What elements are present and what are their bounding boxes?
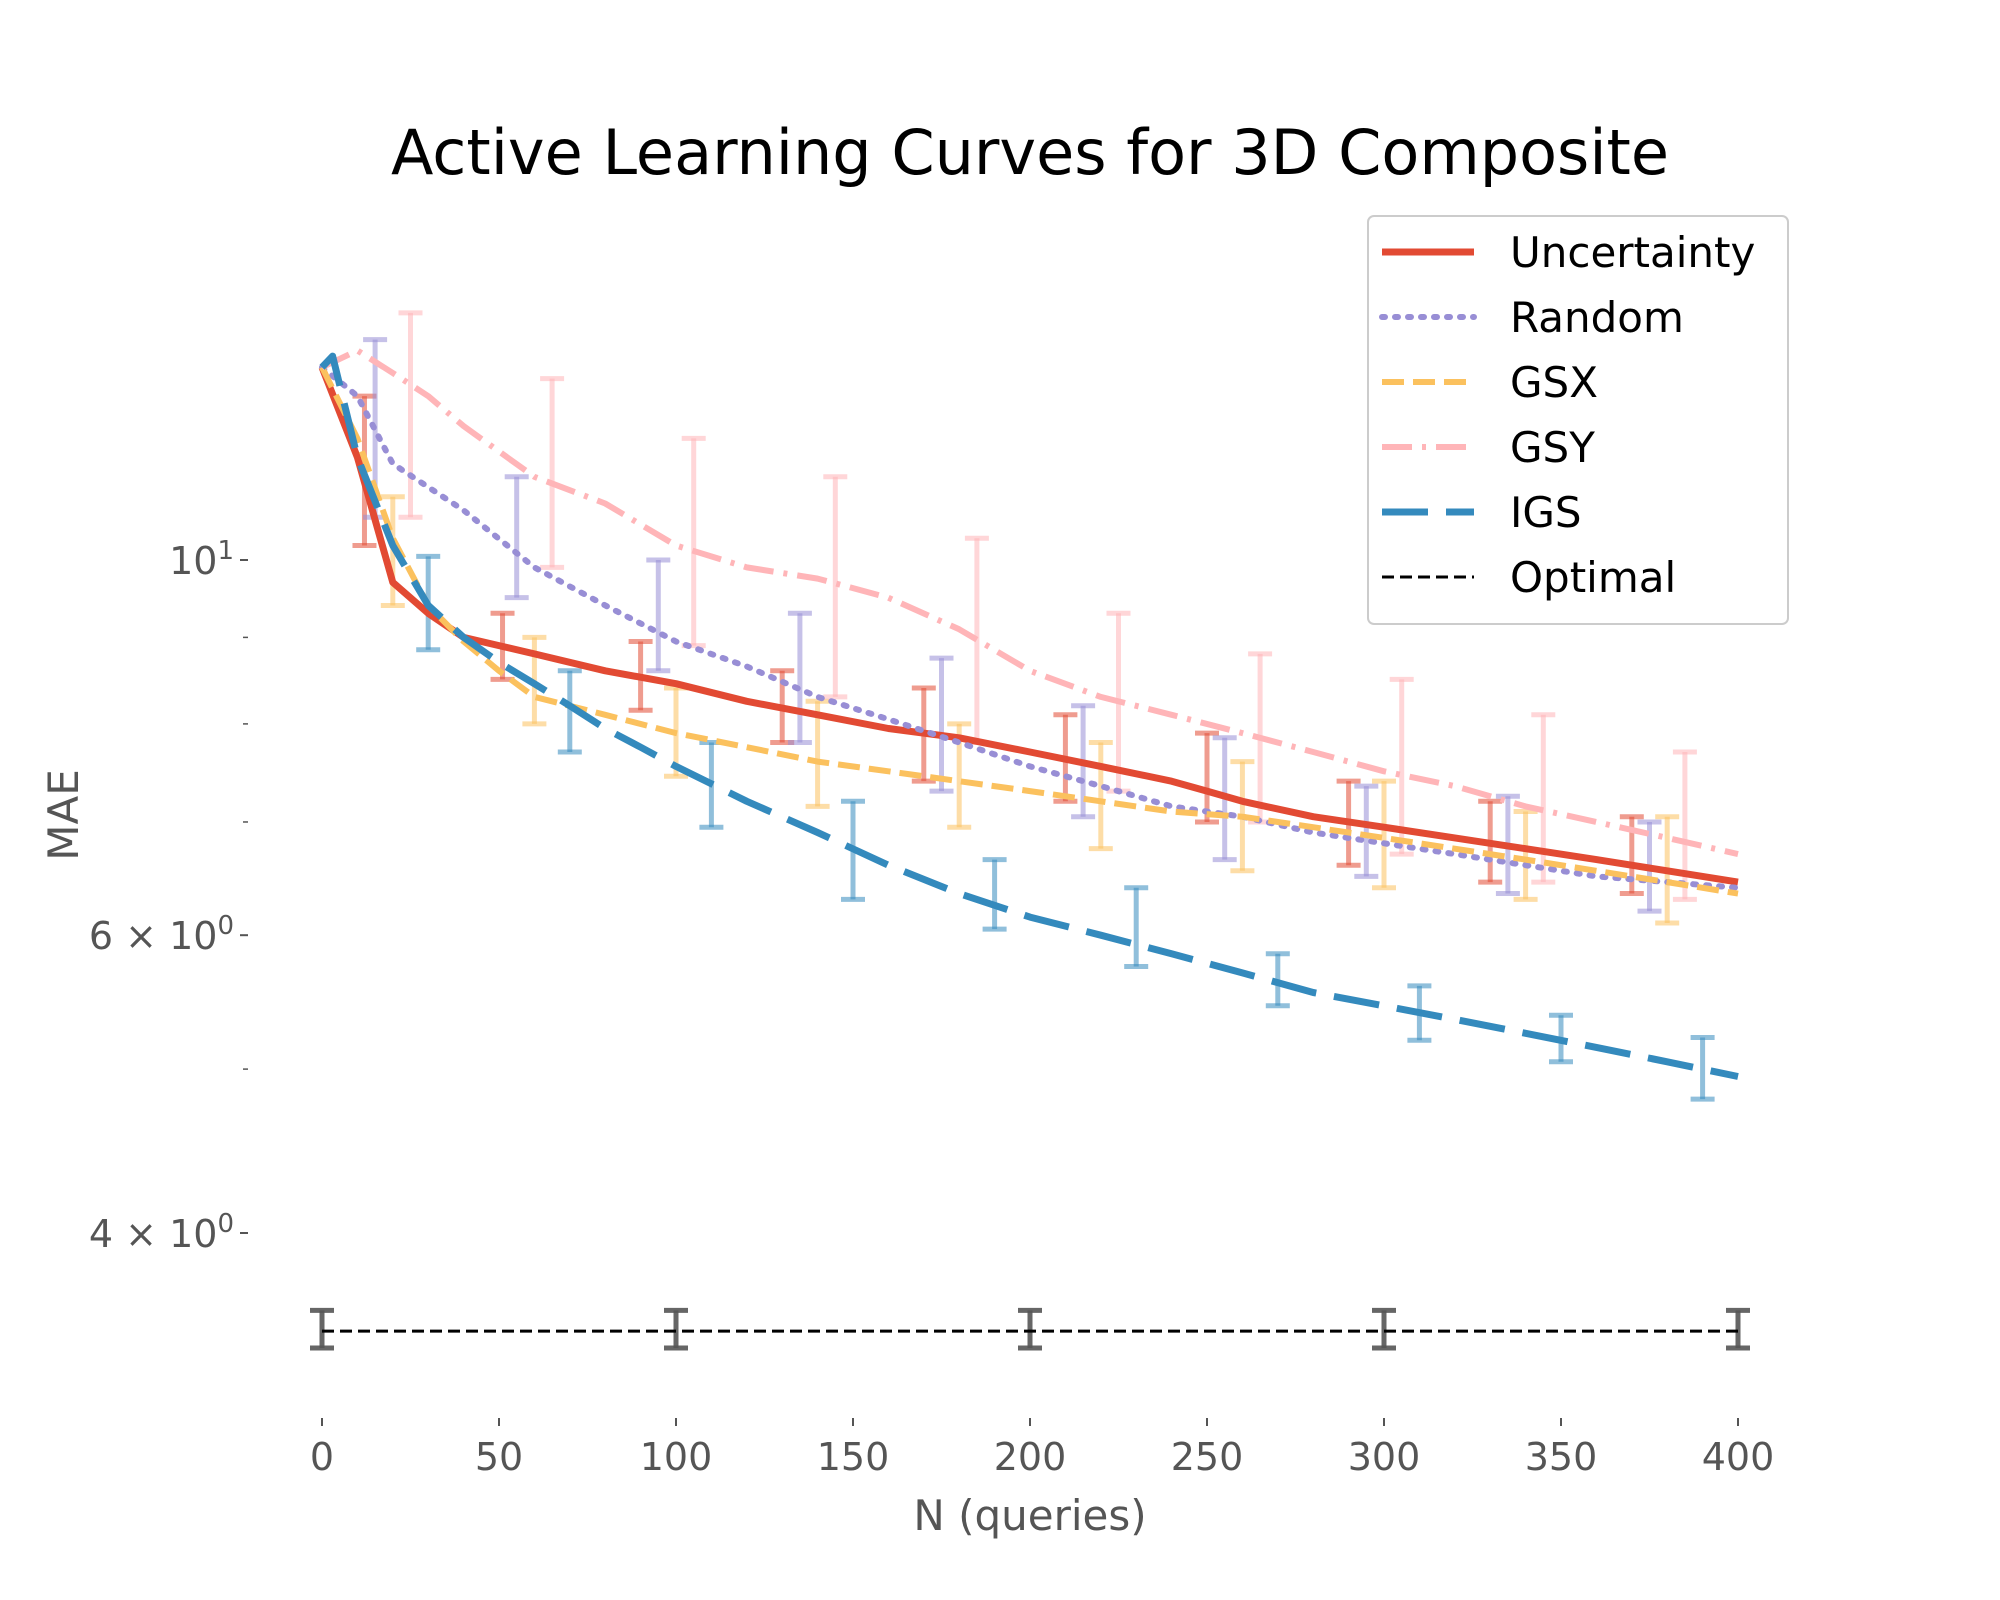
errorbar bbox=[1531, 712, 1556, 885]
legend-label-gsy: GSY bbox=[1510, 423, 1595, 472]
x-tick-label: 150 bbox=[817, 1435, 890, 1479]
errorbar bbox=[1690, 1034, 1715, 1102]
errorbar bbox=[1018, 1307, 1042, 1351]
y-tick-label: 4 × 100 bbox=[89, 1209, 234, 1256]
errorbar bbox=[1354, 783, 1379, 879]
errorbar bbox=[929, 655, 954, 794]
errorbar bbox=[398, 310, 423, 520]
series-line-gsy bbox=[320, 347, 1739, 858]
errorbar bbox=[1726, 1307, 1750, 1351]
errorbar bbox=[964, 535, 989, 745]
legend-label-uncertainty: Uncertainty bbox=[1510, 228, 1755, 277]
ticks-layer: 0 50 100 150 200 250 300 350 400 101 6 × 100 4 × 10… bbox=[89, 536, 1774, 1479]
errorbar bbox=[664, 1307, 688, 1351]
x-tick-label: 50 bbox=[475, 1435, 523, 1479]
series-layer bbox=[318, 347, 1741, 1333]
errorbar bbox=[1372, 1307, 1396, 1351]
y-axis-label: MAE bbox=[39, 769, 88, 861]
errorbar bbox=[823, 474, 848, 700]
x-tick-label: 300 bbox=[1348, 1435, 1421, 1479]
errorbar bbox=[310, 1307, 334, 1351]
errorbar bbox=[681, 435, 706, 649]
legend-label-random: Random bbox=[1510, 293, 1684, 342]
chart-title: Active Learning Curves for 3D Composite bbox=[391, 116, 1669, 189]
errorbar bbox=[1389, 676, 1414, 857]
series-line-random bbox=[319, 364, 1741, 891]
series-line-igs bbox=[319, 352, 1739, 1080]
legend-label-gsx: GSX bbox=[1510, 358, 1598, 407]
errorbar bbox=[1124, 885, 1149, 969]
x-tick-label: 250 bbox=[1171, 1435, 1244, 1479]
errorbar bbox=[557, 668, 582, 755]
x-tick-label: 100 bbox=[640, 1435, 713, 1479]
legend-label-optimal: Optimal bbox=[1510, 553, 1676, 602]
series-line-gsx bbox=[319, 365, 1739, 897]
errorbar bbox=[504, 474, 529, 601]
x-tick-label: 350 bbox=[1525, 1435, 1598, 1479]
x-tick-label: 0 bbox=[310, 1435, 334, 1479]
x-tick-label: 200 bbox=[994, 1435, 1067, 1479]
x-tick-label: 400 bbox=[1702, 1435, 1775, 1479]
legend: Uncertainty Random GSX GSY IGS Optimal bbox=[1367, 215, 1789, 625]
errorbar bbox=[1088, 739, 1113, 852]
errorbar bbox=[805, 698, 830, 809]
y-tick-label: 101 bbox=[169, 536, 234, 583]
errorbar bbox=[1513, 809, 1538, 902]
errorbar bbox=[1195, 730, 1219, 825]
errorbar bbox=[1372, 778, 1396, 891]
x-axis-label: N (queries) bbox=[913, 1491, 1146, 1540]
errorbar bbox=[540, 376, 565, 570]
y-tick-label: 6 × 100 bbox=[89, 911, 234, 958]
legend-label-igs: IGS bbox=[1510, 488, 1582, 537]
errorbar bbox=[787, 610, 812, 745]
errorbar bbox=[982, 857, 1007, 932]
errorbar bbox=[646, 557, 671, 674]
